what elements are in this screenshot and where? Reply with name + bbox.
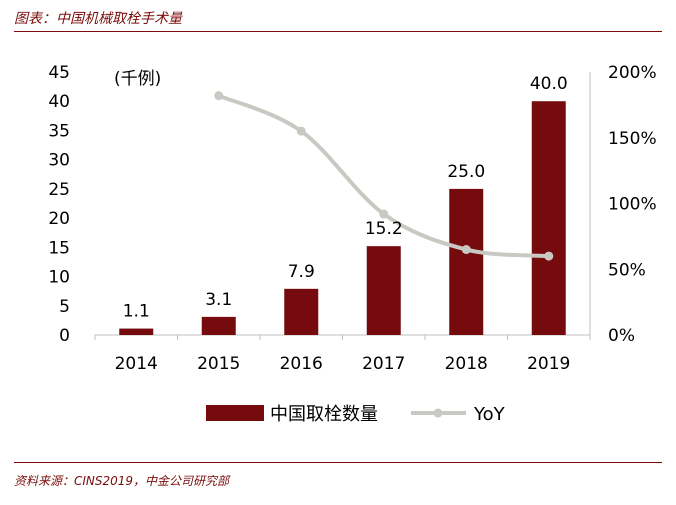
y-right-tick-label: 50%	[608, 260, 646, 280]
y-right-tick-label: 200%	[608, 63, 657, 83]
chart-axes: 0 5 10 15 20 25 30 35 40 45 0% 50% 100% 150% 200% 2014 2…	[48, 63, 656, 374]
bar	[119, 328, 154, 335]
bar	[366, 246, 401, 335]
bar-data-label: 3.1	[205, 290, 232, 310]
y-right-tick-label: 0%	[608, 326, 635, 346]
chart-bars	[119, 101, 566, 335]
legend-swatch-marker	[433, 408, 443, 418]
bottom-divider	[14, 462, 662, 463]
legend-swatch-bars	[206, 405, 264, 421]
yoy-line	[214, 91, 554, 261]
chart-labels: 1.1 3.1 7.9 15.2 25.0 40.0	[123, 74, 568, 321]
y-left-tick-label: 20	[48, 209, 70, 229]
bar-data-label: 25.0	[447, 162, 485, 182]
legend-label-bars: 中国取栓数量	[270, 404, 378, 425]
y-left-tick-label: 45	[48, 63, 70, 83]
x-tick-label: 2018	[445, 354, 488, 374]
bar-data-label: 1.1	[123, 302, 150, 322]
y-left-tick-label: 0	[59, 326, 70, 346]
y-left-tick-label: 5	[59, 297, 70, 317]
y-left-tick-label: 35	[48, 121, 70, 141]
yoy-point	[379, 209, 389, 219]
y-right-tick-label: 100%	[608, 195, 657, 215]
bar-data-label: 7.9	[288, 262, 315, 282]
y-right-tick-label: 150%	[608, 129, 657, 149]
yoy-point	[544, 251, 554, 261]
y-left-tick-label: 25	[48, 180, 70, 200]
x-tick-label: 2019	[527, 354, 570, 374]
chart: 0 5 10 15 20 25 30 35 40 45 0% 50% 100% 150% 200% 2014 2…	[48, 63, 656, 425]
yoy-point	[296, 126, 306, 136]
unit-label: (千例)	[114, 69, 161, 89]
bar-data-label: 40.0	[530, 74, 568, 94]
yoy-point	[214, 91, 224, 101]
x-tick-label: 2016	[280, 354, 323, 374]
bar	[449, 188, 484, 335]
top-divider	[14, 31, 662, 32]
y-left-tick-label: 30	[48, 151, 70, 171]
bar	[531, 101, 566, 335]
bar	[284, 288, 319, 335]
y-left-tick-label: 40	[48, 92, 70, 112]
figure-title: 图表：中国机械取栓手术量	[14, 11, 182, 27]
x-tick-label: 2014	[115, 354, 158, 374]
legend-label-line: YoY	[473, 404, 506, 425]
x-tick-label: 2017	[362, 354, 405, 374]
bar	[201, 316, 236, 335]
y-left-tick-label: 10	[48, 268, 70, 288]
legend: 中国取栓数量 YoY	[206, 404, 506, 425]
bar-data-label: 15.2	[365, 219, 403, 239]
yoy-point	[461, 245, 471, 255]
x-tick-label: 2015	[197, 354, 240, 374]
y-left-tick-label: 15	[48, 238, 70, 258]
source-note: 资料来源：CINS2019，中金公司研究部	[14, 474, 230, 488]
